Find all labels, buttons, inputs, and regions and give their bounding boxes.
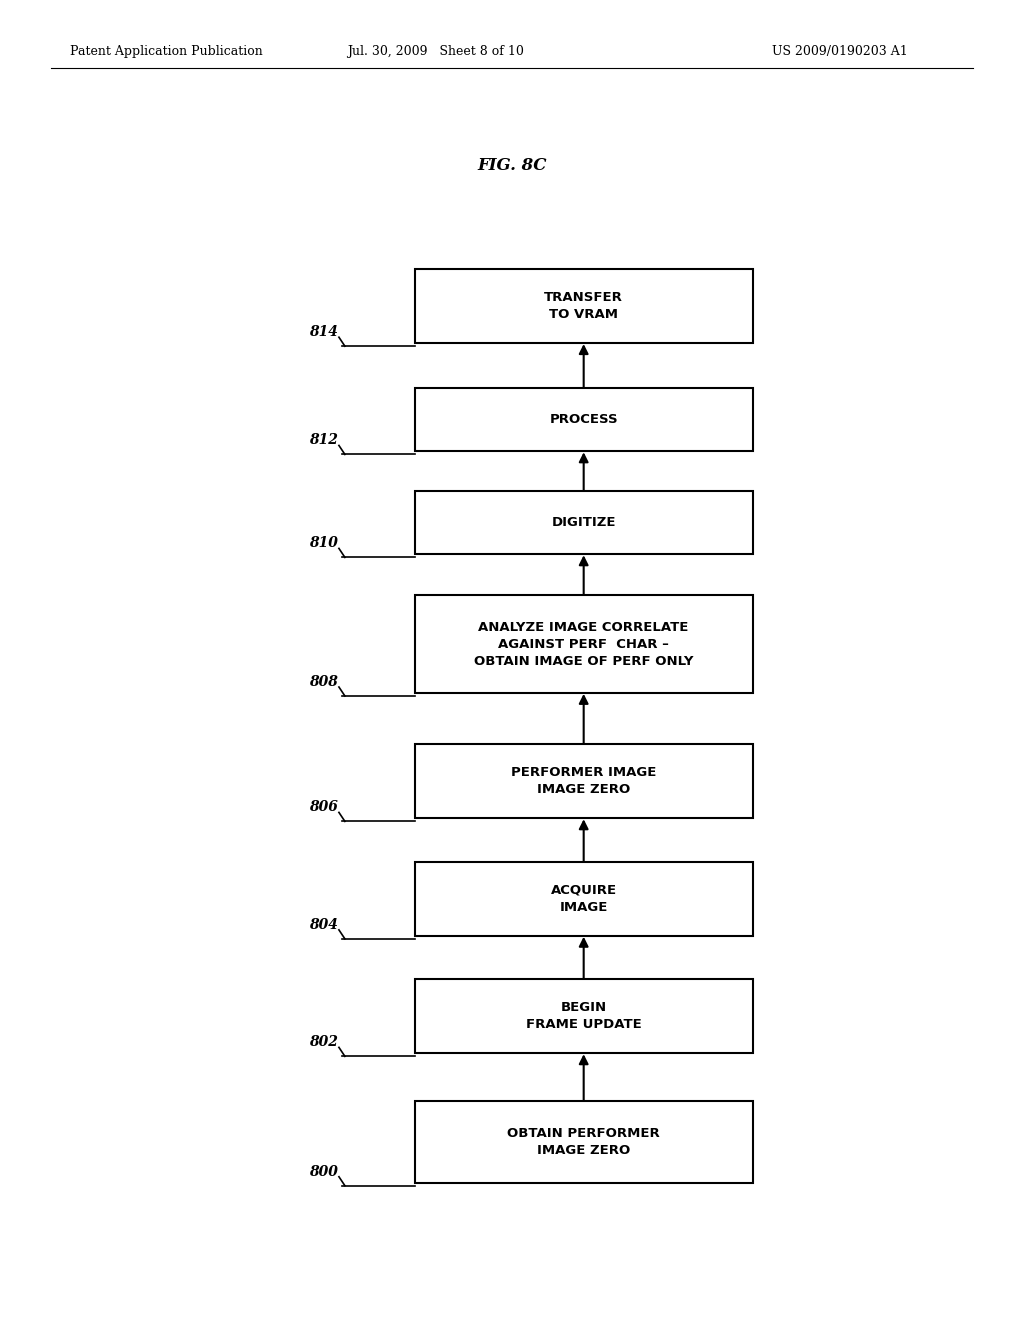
Bar (415, 744, 753, 818)
Text: US 2009/0190203 A1: US 2009/0190203 A1 (772, 45, 907, 58)
Text: ANALYZE IMAGE CORRELATE
AGAINST PERF  CHAR –
OBTAIN IMAGE OF PERF ONLY: ANALYZE IMAGE CORRELATE AGAINST PERF CHA… (474, 620, 693, 668)
Text: 800: 800 (309, 1164, 338, 1179)
Text: 814: 814 (309, 325, 338, 339)
Text: 802: 802 (309, 1035, 338, 1049)
Bar (415, 269, 753, 343)
Bar (415, 1101, 753, 1183)
Text: PROCESS: PROCESS (549, 413, 618, 426)
Text: ACQUIRE
IMAGE: ACQUIRE IMAGE (551, 884, 616, 913)
Text: FIG. 8C: FIG. 8C (477, 157, 547, 173)
Text: 812: 812 (309, 433, 338, 447)
Text: 806: 806 (309, 800, 338, 814)
Bar (415, 388, 753, 451)
Text: 808: 808 (309, 675, 338, 689)
Text: BEGIN
FRAME UPDATE: BEGIN FRAME UPDATE (525, 1002, 642, 1031)
Bar (415, 491, 753, 554)
Text: Jul. 30, 2009   Sheet 8 of 10: Jul. 30, 2009 Sheet 8 of 10 (347, 45, 523, 58)
Text: 804: 804 (309, 917, 338, 932)
Text: PERFORMER IMAGE
IMAGE ZERO: PERFORMER IMAGE IMAGE ZERO (511, 767, 656, 796)
Text: 810: 810 (309, 536, 338, 550)
Bar (415, 595, 753, 693)
Text: Patent Application Publication: Patent Application Publication (70, 45, 262, 58)
Text: DIGITIZE: DIGITIZE (552, 516, 615, 529)
Bar (415, 979, 753, 1053)
Bar (415, 862, 753, 936)
Text: OBTAIN PERFORMER
IMAGE ZERO: OBTAIN PERFORMER IMAGE ZERO (507, 1127, 660, 1156)
Text: TRANSFER
TO VRAM: TRANSFER TO VRAM (544, 292, 624, 321)
